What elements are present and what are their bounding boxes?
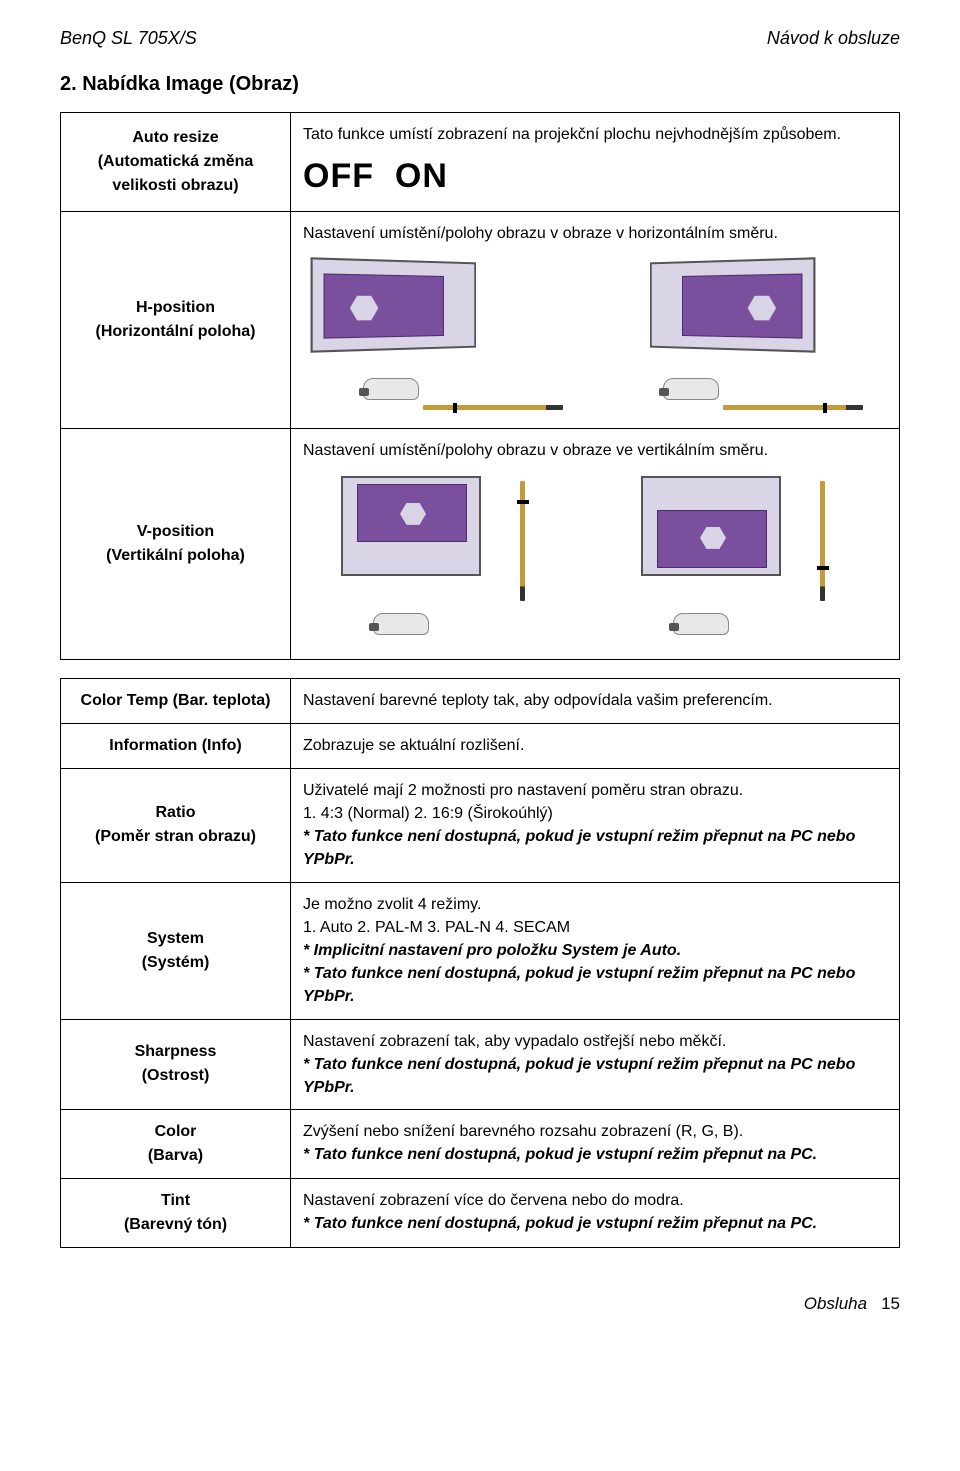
label-line: (Barva)	[73, 1144, 278, 1168]
label-tint: Tint (Barevný tón)	[61, 1179, 291, 1248]
desc-tint: Nastavení zobrazení více do červena nebo…	[291, 1179, 900, 1248]
h-diagram-right	[613, 260, 843, 410]
label-ratio: Ratio (Poměr stran obrazu)	[61, 768, 291, 882]
desc-note: * Tato funkce není dostupná, pokud je vs…	[303, 1143, 887, 1166]
on-label: ON	[395, 157, 448, 195]
settings-table-2: Color Temp (Bar. teplota) Nastavení bare…	[60, 678, 900, 1248]
page-footer: Obsluha 15	[60, 1294, 900, 1314]
label-line: V-position	[73, 520, 278, 544]
off-label: OFF	[303, 157, 374, 195]
desc-line: Uživatelé mají 2 možnosti pro nastavení …	[303, 779, 887, 802]
product-name: BenQ SL 705X/S	[60, 28, 197, 49]
page-header: BenQ SL 705X/S Návod k obsluze	[60, 28, 900, 49]
desc-sharpness: Nastavení zobrazení tak, aby vypadalo os…	[291, 1019, 900, 1110]
desc-color: Zvýšení nebo snížení barevného rozsahu z…	[291, 1110, 900, 1179]
v-diagram-top	[313, 476, 543, 641]
desc-text: Nastavení umístění/polohy obrazu v obraz…	[303, 439, 887, 462]
row-tint: Tint (Barevný tón) Nastavení zobrazení v…	[61, 1179, 900, 1248]
page: BenQ SL 705X/S Návod k obsluze 2. Nabídk…	[0, 0, 960, 1354]
desc-color-temp: Nastavení barevné teploty tak, aby odpov…	[291, 678, 900, 723]
row-h-position: H-position (Horizontální poloha) Nastave…	[61, 212, 900, 428]
label-line: (Horizontální poloha)	[73, 320, 278, 344]
label-system: System (Systém)	[61, 882, 291, 1019]
section-title: 2. Nabídka Image (Obraz)	[60, 73, 900, 96]
desc-line: Nastavení zobrazení tak, aby vypadalo os…	[303, 1030, 887, 1053]
desc-line: Je možno zvolit 4 režimy.	[303, 893, 887, 916]
desc-h-position: Nastavení umístění/polohy obrazu v obraz…	[291, 212, 900, 428]
h-diagram-left	[313, 260, 543, 410]
label-color-temp: Color Temp (Bar. teplota)	[61, 678, 291, 723]
desc-note: * Tato funkce není dostupná, pokud je vs…	[303, 962, 887, 1008]
label-line: (Barevný tón)	[73, 1213, 278, 1237]
row-color: Color (Barva) Zvýšení nebo snížení barev…	[61, 1110, 900, 1179]
label-line: velikosti obrazu)	[73, 174, 278, 198]
label-line: Ratio	[73, 801, 278, 825]
desc-line: Zvýšení nebo snížení barevného rozsahu z…	[303, 1120, 887, 1143]
label-line: Tint	[73, 1189, 278, 1213]
footer-page-number: 15	[881, 1294, 900, 1314]
row-color-temp: Color Temp (Bar. teplota) Nastavení bare…	[61, 678, 900, 723]
label-line: Auto resize	[73, 126, 278, 150]
label-line: (Vertikální poloha)	[73, 544, 278, 568]
off-on-text: OFF ON	[303, 152, 887, 201]
label-line: (Ostrost)	[73, 1064, 278, 1088]
label-line: (Systém)	[73, 951, 278, 975]
table-gap	[60, 660, 900, 678]
label-line: H-position	[73, 296, 278, 320]
label-line: (Poměr stran obrazu)	[73, 825, 278, 849]
label-v-position: V-position (Vertikální poloha)	[61, 428, 291, 659]
label-h-position: H-position (Horizontální poloha)	[61, 212, 291, 428]
label-line: Color	[73, 1120, 278, 1144]
v-diagrams	[303, 476, 887, 641]
desc-system: Je možno zvolit 4 režimy. 1. Auto 2. PAL…	[291, 882, 900, 1019]
label-line: (Automatická změna	[73, 150, 278, 174]
row-ratio: Ratio (Poměr stran obrazu) Uživatelé maj…	[61, 768, 900, 882]
row-v-position: V-position (Vertikální poloha) Nastavení…	[61, 428, 900, 659]
desc-ratio: Uživatelé mají 2 možnosti pro nastavení …	[291, 768, 900, 882]
desc-text: Tato funkce umístí zobrazení na projekčn…	[303, 123, 887, 146]
label-line: System	[73, 927, 278, 951]
footer-section: Obsluha	[804, 1294, 867, 1314]
row-information: Information (Info) Zobrazuje se aktuální…	[61, 723, 900, 768]
desc-auto-resize: Tato funkce umístí zobrazení na projekčn…	[291, 113, 900, 212]
desc-line: 1. 4:3 (Normal) 2. 16:9 (Širokoúhlý)	[303, 802, 887, 825]
v-diagram-bottom	[613, 476, 843, 641]
label-color: Color (Barva)	[61, 1110, 291, 1179]
desc-line: Nastavení zobrazení více do červena nebo…	[303, 1189, 887, 1212]
desc-text: Nastavení umístění/polohy obrazu v obraz…	[303, 222, 887, 245]
label-information: Information (Info)	[61, 723, 291, 768]
row-auto-resize: Auto resize (Automatická změna velikosti…	[61, 113, 900, 212]
label-sharpness: Sharpness (Ostrost)	[61, 1019, 291, 1110]
desc-information: Zobrazuje se aktuální rozlišení.	[291, 723, 900, 768]
row-sharpness: Sharpness (Ostrost) Nastavení zobrazení …	[61, 1019, 900, 1110]
label-auto-resize: Auto resize (Automatická změna velikosti…	[61, 113, 291, 212]
row-system: System (Systém) Je možno zvolit 4 režimy…	[61, 882, 900, 1019]
desc-note: * Implicitní nastavení pro položku Syste…	[303, 939, 887, 962]
desc-note: * Tato funkce není dostupná, pokud je vs…	[303, 825, 887, 871]
label-line: Sharpness	[73, 1040, 278, 1064]
desc-line: 1. Auto 2. PAL-M 3. PAL-N 4. SECAM	[303, 916, 887, 939]
desc-v-position: Nastavení umístění/polohy obrazu v obraz…	[291, 428, 900, 659]
desc-note: * Tato funkce není dostupná, pokud je vs…	[303, 1212, 887, 1235]
desc-note: * Tato funkce není dostupná, pokud je vs…	[303, 1053, 887, 1099]
h-diagrams	[303, 260, 887, 410]
doc-title: Návod k obsluze	[767, 28, 900, 49]
settings-table-1: Auto resize (Automatická změna velikosti…	[60, 112, 900, 660]
